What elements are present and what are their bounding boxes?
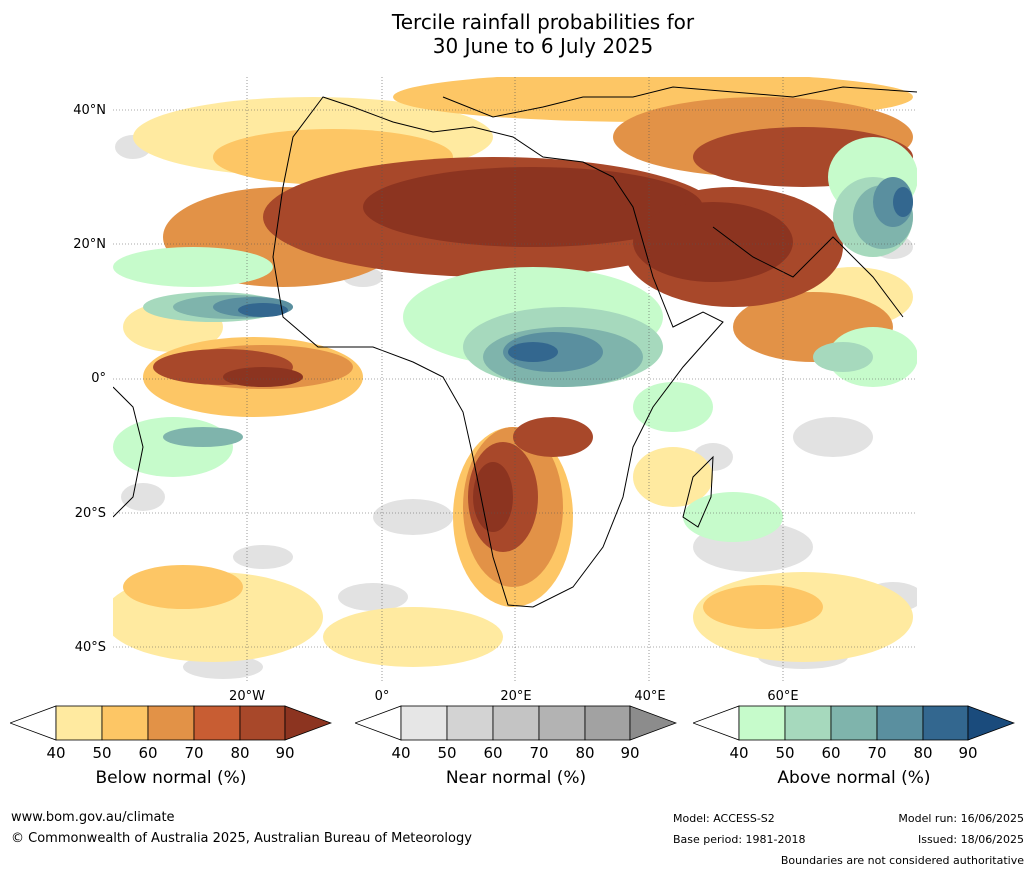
lon-label-40e: 40°E bbox=[634, 689, 666, 704]
lon-label-60e: 60°E bbox=[767, 689, 799, 704]
rainfall-probability-map bbox=[113, 77, 917, 681]
tick-label: 80 bbox=[913, 744, 933, 762]
colorbar-above-normal bbox=[693, 705, 1015, 741]
tick-label: 50 bbox=[437, 744, 457, 762]
lon-label-20e: 20°E bbox=[500, 689, 532, 704]
tick-label: 40 bbox=[729, 744, 749, 762]
tick-label: 90 bbox=[275, 744, 295, 762]
copyright-text: © Commonwealth of Australia 2025, Austra… bbox=[11, 831, 472, 846]
lat-label-0: 0° bbox=[91, 371, 106, 386]
tick-label: 80 bbox=[575, 744, 595, 762]
lat-label-20n: 20°N bbox=[73, 237, 106, 252]
tick-label: 40 bbox=[391, 744, 411, 762]
lon-label-0: 0° bbox=[374, 689, 390, 704]
lat-label-40n: 40°N bbox=[73, 103, 106, 118]
colorbar-above-label: Above normal (%) bbox=[777, 768, 931, 788]
colorbar-below-normal bbox=[10, 705, 332, 741]
tick-label: 70 bbox=[184, 744, 204, 762]
tick-label: 50 bbox=[92, 744, 112, 762]
issued-date: Issued: 18/06/2025 bbox=[917, 833, 1024, 846]
base-period: Base period: 1981-2018 bbox=[673, 833, 806, 846]
colorbar-below-label: Below normal (%) bbox=[95, 768, 247, 788]
lon-label-20w: 20°W bbox=[229, 689, 265, 704]
model-name: Model: ACCESS-S2 bbox=[673, 812, 775, 825]
tick-label: 60 bbox=[483, 744, 503, 762]
tick-label: 90 bbox=[958, 744, 978, 762]
lat-label-20s: 20°S bbox=[74, 506, 106, 521]
tick-label: 60 bbox=[821, 744, 841, 762]
tick-label: 80 bbox=[230, 744, 250, 762]
map-title: Tercile rainfall probabilities for 30 Ju… bbox=[0, 10, 1035, 58]
title-line-2: 30 June to 6 July 2025 bbox=[432, 34, 654, 58]
tick-label: 90 bbox=[620, 744, 640, 762]
tick-label: 40 bbox=[46, 744, 66, 762]
website-link[interactable]: www.bom.gov.au/climate bbox=[11, 810, 175, 825]
boundaries-disclaimer: Boundaries are not considered authoritat… bbox=[780, 854, 1024, 867]
model-run-date: Model run: 16/06/2025 bbox=[898, 812, 1024, 825]
tick-label: 70 bbox=[867, 744, 887, 762]
colorbar-near-normal bbox=[355, 705, 677, 741]
tick-label: 70 bbox=[529, 744, 549, 762]
tick-label: 50 bbox=[775, 744, 795, 762]
tick-label: 60 bbox=[138, 744, 158, 762]
title-line-1: Tercile rainfall probabilities for bbox=[391, 10, 695, 34]
map-canvas bbox=[113, 77, 917, 681]
lat-label-40s: 40°S bbox=[74, 640, 106, 655]
colorbar-near-label: Near normal (%) bbox=[445, 768, 587, 788]
